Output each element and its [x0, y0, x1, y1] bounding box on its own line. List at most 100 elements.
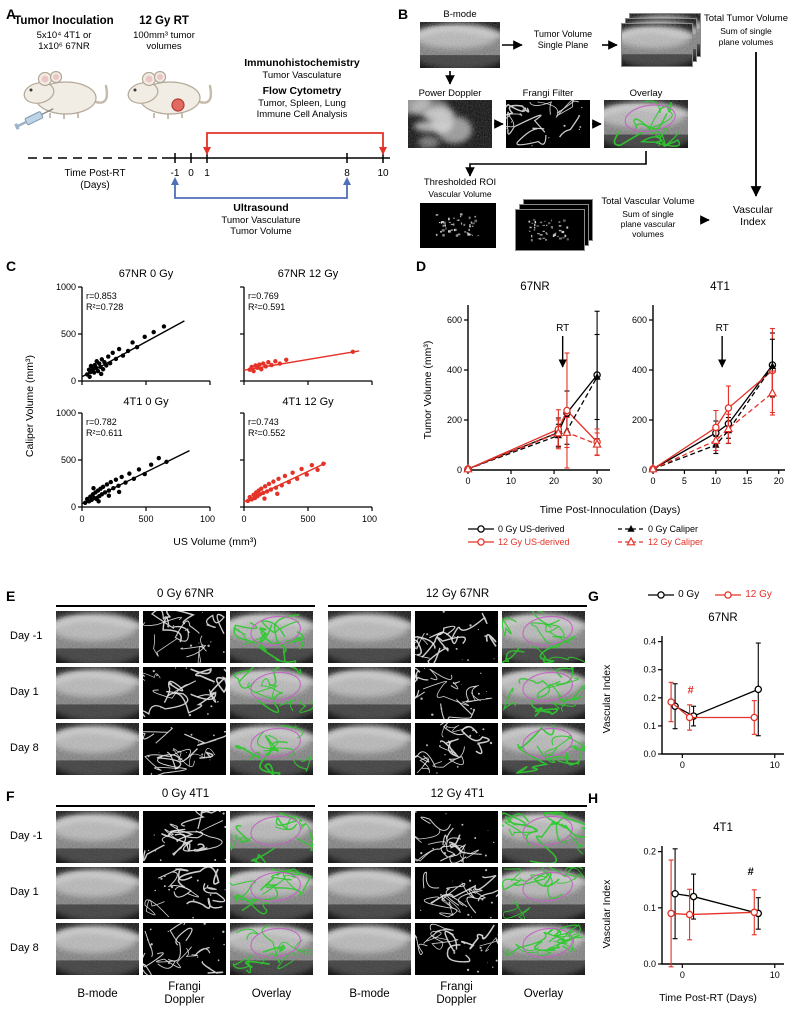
ultrasound-bmode-image: [328, 667, 411, 719]
vascular-index-label2: Index: [740, 216, 766, 228]
panel-c-label: C: [6, 258, 17, 274]
ultrasound-sub1: Tumor Vasculature: [221, 215, 301, 226]
svg-text:500: 500: [61, 455, 76, 465]
ultrasound-frangi-image: [415, 811, 498, 863]
row-label-day: Day 8: [10, 942, 39, 954]
tumor-volume-step1: Tumor Volume: [533, 29, 593, 39]
timeline-axis-label1: Time Post-RT: [64, 168, 126, 179]
svg-text:15: 15: [742, 476, 752, 486]
svg-text:0.2: 0.2: [643, 693, 656, 703]
total-vascular3: plane vascular: [620, 219, 676, 229]
svg-text:R²=0.591: R²=0.591: [248, 302, 285, 312]
column-label-bmode: B-mode: [328, 980, 411, 1008]
syringe-icon: [14, 108, 54, 130]
ultrasound-overlay-image: [502, 923, 585, 975]
total-tumor-volume1: Total Tumor Volume: [704, 13, 788, 24]
column-label-overlay: Overlay: [230, 980, 313, 1008]
svg-text:0: 0: [465, 476, 470, 486]
timeline-axis-label2: (Days): [80, 180, 110, 191]
svg-text:R²=0.552: R²=0.552: [248, 428, 285, 438]
panel-c-xlabel: US Volume (mm³): [173, 536, 257, 548]
legend-item: 12 Gy US-derived: [468, 537, 618, 547]
scatter-title-67nr-0gy: 67NR 0 Gy: [118, 268, 174, 280]
ultrasound-overlay-image: [230, 723, 313, 775]
ultrasound-bmode-image: [56, 867, 139, 919]
svg-text:-1: -1: [171, 168, 180, 179]
svg-text:200: 200: [632, 415, 647, 425]
panel-g-label: G: [588, 588, 599, 604]
svg-text:0: 0: [188, 168, 194, 179]
panel-d-label: D: [416, 258, 427, 274]
svg-text:20: 20: [774, 476, 784, 486]
svg-text:0.0: 0.0: [643, 959, 656, 969]
total-vascular2: Sum of single: [622, 209, 674, 219]
ultrasound-frangi-image: [143, 667, 226, 719]
ultrasound-overlay-image: [230, 923, 313, 975]
vascular-index-plot-67nr: 0.0 0.1 0.2 0.3 0.4 0 10 #: [628, 628, 792, 783]
total-vascular4: volumes: [632, 229, 664, 239]
svg-text:#: #: [688, 685, 694, 697]
svg-text:500: 500: [138, 514, 153, 524]
ultrasound-bmode-image: [328, 923, 411, 975]
thresholded-roi-label2: Vascular Volume: [428, 189, 492, 199]
ultrasound-overlay-image: [230, 811, 313, 863]
svg-text:1000: 1000: [200, 514, 215, 524]
legend-label: 0 Gy Caliper: [648, 524, 699, 534]
legend-label: 12 Gy US-derived: [498, 537, 570, 547]
svg-text:0: 0: [71, 376, 76, 386]
flow-sub1: Tumor, Spleen, Lung: [258, 98, 346, 109]
flow-title: Flow Cytometry: [262, 85, 342, 97]
column-label-line: Doppler: [164, 994, 205, 1006]
ultrasound-frangi-image: [143, 923, 226, 975]
ultrasound-overlay-image: [502, 723, 585, 775]
ultrasound-bmode-image: [420, 22, 500, 68]
ultrasound-overlay-image: [502, 811, 585, 863]
column-label-overlay: Overlay: [502, 980, 585, 1008]
svg-text:0: 0: [680, 760, 685, 770]
frangi-filter-label: Frangi Filter: [522, 88, 574, 99]
inoculation-sub2: 1x10⁶ 67NR: [38, 41, 90, 52]
svg-text:0: 0: [71, 502, 76, 512]
svg-text:0.1: 0.1: [643, 903, 656, 913]
group-header-12gy-4t1: 12 Gy 4T1: [430, 788, 485, 800]
ultrasound-bmode-image: [328, 611, 411, 663]
scatter-title-4t1-12gy: 4T1 12 Gy: [282, 396, 334, 408]
power-doppler-image: [408, 100, 492, 148]
ultrasound-overlay-image: [230, 611, 313, 663]
line-title-67nr: 67NR: [520, 281, 550, 293]
svg-text:10: 10: [711, 476, 721, 486]
scatter-67nr-0gy: 0 500 1000 r=0.853 R²=0.728: [50, 282, 215, 410]
tumor-volume-plot-4t1: 0 200 400 600 0 5 10 15 20 RT: [617, 295, 792, 505]
svg-text:20: 20: [549, 476, 559, 486]
line-title-4t1: 4T1: [710, 281, 730, 293]
ultrasound-frangi-image: [415, 723, 498, 775]
column-label-line: Overlay: [251, 987, 292, 1000]
svg-text:600: 600: [632, 315, 647, 325]
group-header-0gy-4t1: 0 Gy 4T1: [161, 788, 210, 800]
ultrasound-frangi-image: [415, 867, 498, 919]
svg-text:r=0.743: r=0.743: [248, 417, 279, 427]
rt-sub2: volumes: [146, 41, 182, 52]
svg-text:200: 200: [447, 415, 462, 425]
legend-item: 0 Gy Caliper: [618, 524, 768, 534]
ultrasound-overlay-image: [502, 867, 585, 919]
ultrasound-bmode-image: [56, 923, 139, 975]
svg-text:0: 0: [79, 514, 84, 524]
svg-text:0.4: 0.4: [643, 637, 656, 647]
ultrasound-frangi-image: [143, 811, 226, 863]
group-underline: [328, 605, 587, 607]
scatter-title-67nr-12gy: 67NR 12 Gy: [277, 268, 339, 280]
ultrasound-overlay-image: [230, 667, 313, 719]
column-label-bmode: B-mode: [56, 980, 139, 1008]
ultrasound-frangi-image: [415, 611, 498, 663]
vascular-index-label1: Vascular: [732, 204, 774, 216]
total-tumor-volume3: plane volumes: [718, 37, 774, 47]
ultrasound-overlay-image: [230, 867, 313, 919]
svg-text:RT: RT: [556, 323, 569, 334]
mouse-tumor-illustration: [127, 70, 213, 119]
svg-text:10: 10: [377, 168, 389, 179]
svg-text:8: 8: [344, 168, 350, 179]
panel-h-label: H: [588, 790, 599, 806]
